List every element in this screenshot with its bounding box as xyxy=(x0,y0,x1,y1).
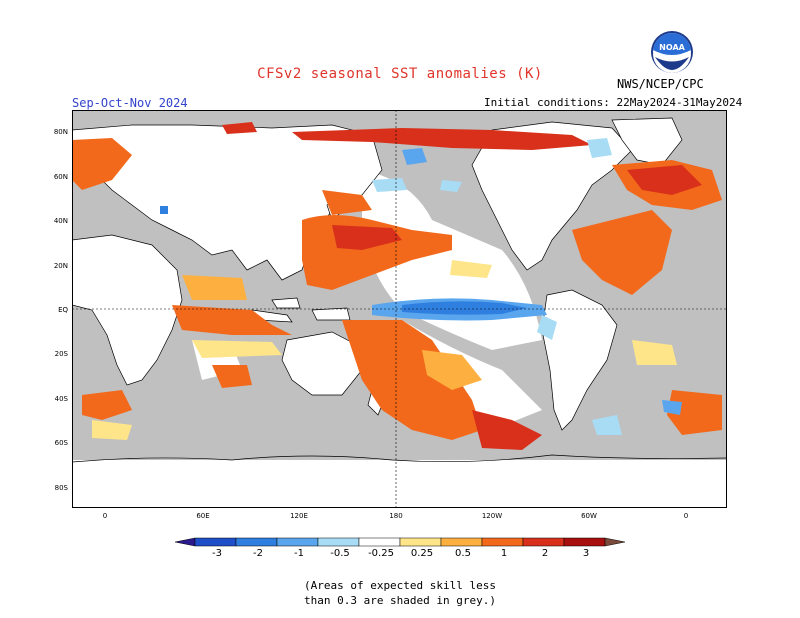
lon-tick-120e: 120E xyxy=(290,512,308,520)
lat-tick-80n: 80N xyxy=(53,128,68,136)
colorbar-arrow-low xyxy=(175,537,196,547)
lon-tick-0: 0 xyxy=(102,512,108,520)
lat-tick-20n: 20N xyxy=(53,262,68,270)
initial-conditions-label: Initial conditions: 22May2024-31May2024 xyxy=(484,96,743,109)
svg-text:NOAA: NOAA xyxy=(659,43,685,52)
lat-tick-60n: 60N xyxy=(53,173,68,181)
footnote-line-1: (Areas of expected skill less xyxy=(303,579,497,592)
lon-tick-60e: 60E xyxy=(196,512,210,520)
colorbar-segment xyxy=(399,537,442,547)
colorbar-segment xyxy=(563,537,606,547)
agency-label: NWS/NCEP/CPC xyxy=(617,77,704,91)
colorbar-label: 0.5 xyxy=(455,548,471,559)
lon-tick-120w: 120W xyxy=(481,512,503,520)
colorbar-label: 0.25 xyxy=(410,548,434,559)
colorbar-segment xyxy=(194,537,237,547)
map-title: CFSv2 seasonal SST anomalies (K) xyxy=(257,66,543,82)
colorbar-label: -0.5 xyxy=(330,548,350,559)
noaa-logo-icon: NOAA xyxy=(651,31,693,73)
colorbar-label: 3 xyxy=(582,548,590,559)
warm-anomalies xyxy=(72,122,722,450)
season-label: Sep-Oct-Nov 2024 xyxy=(72,96,188,110)
colorbar-segment xyxy=(317,537,360,547)
lon-tick-0-east: 0 xyxy=(683,512,689,520)
cool-anomalies xyxy=(160,138,682,435)
lat-tick-eq: EQ xyxy=(58,306,68,314)
colorbar-segment xyxy=(235,537,278,547)
lat-tick-40s: 40S xyxy=(54,395,68,403)
colorbar-arrow-high xyxy=(604,537,626,547)
colorbar-label: -1 xyxy=(294,548,304,559)
colorbar-label: -3 xyxy=(212,548,222,559)
lon-tick-60w: 60W xyxy=(581,512,597,520)
colorbar-label: -0.25 xyxy=(368,548,394,559)
colorbar-segment xyxy=(481,537,524,547)
colorbar-label: 1 xyxy=(500,548,508,559)
colorbar-segment xyxy=(440,537,483,547)
colorbar-segment xyxy=(522,537,565,547)
footnote: (Areas of expected skill less than 0.3 a… xyxy=(0,578,800,608)
sst-anomaly-map xyxy=(72,110,727,508)
lat-tick-60s: 60S xyxy=(54,439,68,447)
colorbar-segment xyxy=(276,537,319,547)
colorbar-segment xyxy=(358,537,401,547)
colorbar xyxy=(175,537,626,547)
land xyxy=(72,117,727,463)
lat-tick-80s: 80S xyxy=(54,484,68,492)
colorbar-label: 2 xyxy=(541,548,549,559)
colorbar-label: -2 xyxy=(253,548,263,559)
lat-tick-20s: 20S xyxy=(54,350,68,358)
lon-tick-180: 180 xyxy=(389,512,403,520)
footnote-line-2: than 0.3 are shaded in grey.) xyxy=(303,594,497,607)
lat-tick-40n: 40N xyxy=(53,217,68,225)
graticule xyxy=(72,110,727,508)
